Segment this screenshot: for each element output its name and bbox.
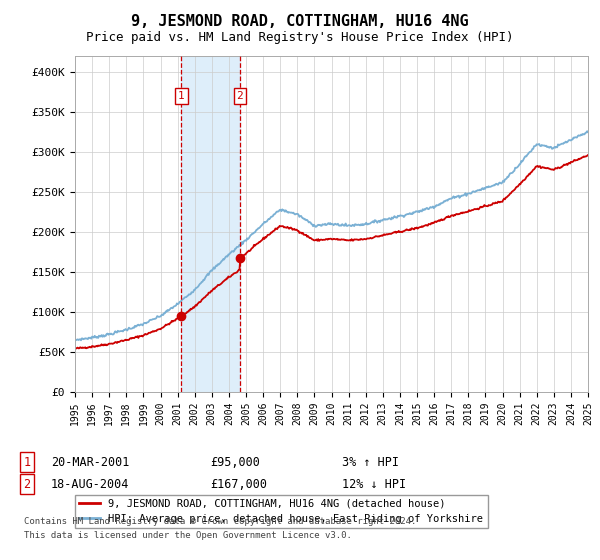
Text: 2: 2 [23, 478, 31, 491]
Text: 12% ↓ HPI: 12% ↓ HPI [342, 478, 406, 491]
Text: £167,000: £167,000 [210, 478, 267, 491]
Text: 9, JESMOND ROAD, COTTINGHAM, HU16 4NG: 9, JESMOND ROAD, COTTINGHAM, HU16 4NG [131, 14, 469, 29]
Text: Contains HM Land Registry data © Crown copyright and database right 2024.: Contains HM Land Registry data © Crown c… [24, 516, 416, 526]
Text: £95,000: £95,000 [210, 455, 260, 469]
Legend: 9, JESMOND ROAD, COTTINGHAM, HU16 4NG (detached house), HPI: Average price, deta: 9, JESMOND ROAD, COTTINGHAM, HU16 4NG (d… [75, 494, 488, 528]
Text: 2: 2 [236, 91, 243, 101]
Text: 1: 1 [178, 91, 185, 101]
Text: Price paid vs. HM Land Registry's House Price Index (HPI): Price paid vs. HM Land Registry's House … [86, 31, 514, 44]
Text: 1: 1 [23, 455, 31, 469]
Bar [181, 56, 239, 392]
Text: 20-MAR-2001: 20-MAR-2001 [51, 455, 130, 469]
Text: This data is licensed under the Open Government Licence v3.0.: This data is licensed under the Open Gov… [24, 531, 352, 540]
Text: 18-AUG-2004: 18-AUG-2004 [51, 478, 130, 491]
Text: 3% ↑ HPI: 3% ↑ HPI [342, 455, 399, 469]
